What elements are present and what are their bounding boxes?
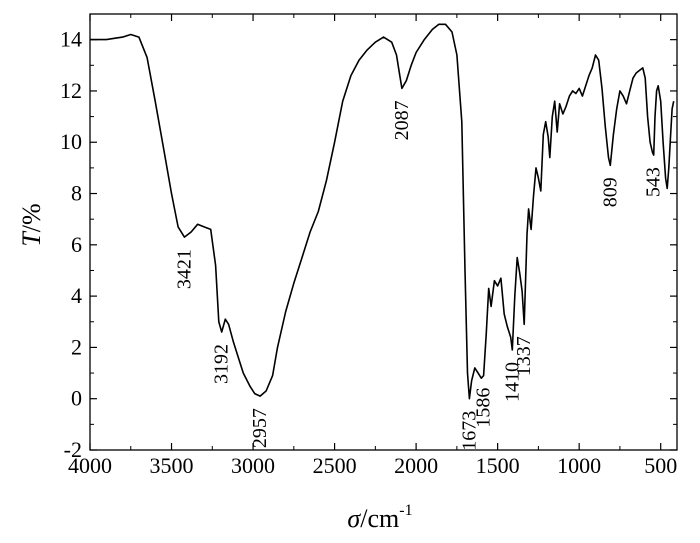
y-tick-label: 0 xyxy=(71,386,82,411)
peak-label: 3192 xyxy=(211,344,233,384)
x-tick-label: 1000 xyxy=(557,453,601,478)
y-tick-label: 6 xyxy=(71,232,82,257)
x-axis-symbol: σ xyxy=(347,504,361,533)
y-tick-label: 8 xyxy=(71,181,82,206)
x-tick-label: 2000 xyxy=(394,453,438,478)
x-axis-exponent: -1 xyxy=(399,502,412,519)
x-tick-label: 3000 xyxy=(231,453,275,478)
peak-label: 1673 xyxy=(458,411,480,451)
series-layer xyxy=(90,23,675,400)
y-tick-label: 12 xyxy=(60,78,82,103)
x-axis-unit: /cm xyxy=(360,504,399,533)
x-tick-label: 2500 xyxy=(313,453,357,478)
peak-label: 809 xyxy=(599,177,621,207)
peak-label: 543 xyxy=(643,167,665,197)
plot-frame xyxy=(89,13,678,451)
x-axis-title: σ/cm-1 xyxy=(347,502,412,533)
peak-label: 1410 xyxy=(501,362,523,402)
y-tick-label: 14 xyxy=(60,27,82,52)
spectrum-line xyxy=(90,23,675,400)
x-ticks: 4000 3500 3000 2500 2000 1500 1000 500 xyxy=(68,14,677,478)
y-axis-title: T/% xyxy=(17,203,46,246)
x-tick-label: 3500 xyxy=(150,453,194,478)
peak-label: 2087 xyxy=(391,100,413,140)
y-tick-label: -2 xyxy=(64,437,82,462)
y-tick-label: 10 xyxy=(60,129,82,154)
x-tick-label: 4000 xyxy=(68,453,112,478)
peak-label: 1586 xyxy=(473,388,495,428)
axes xyxy=(89,13,678,451)
y-axis-symbol: T xyxy=(17,231,46,247)
y-tick-label: 2 xyxy=(71,334,82,359)
peak-label: 3421 xyxy=(173,249,195,289)
peak-label: 1337 xyxy=(513,336,535,376)
x-tick-label: 1500 xyxy=(476,453,520,478)
x-tick-label: 500 xyxy=(644,453,677,478)
peak-label: 2957 xyxy=(249,408,271,448)
y-ticks: -2 0 2 4 6 8 10 12 14 xyxy=(60,13,677,462)
y-axis-unit: /% xyxy=(17,203,46,232)
y-tick-label: 4 xyxy=(71,283,82,308)
